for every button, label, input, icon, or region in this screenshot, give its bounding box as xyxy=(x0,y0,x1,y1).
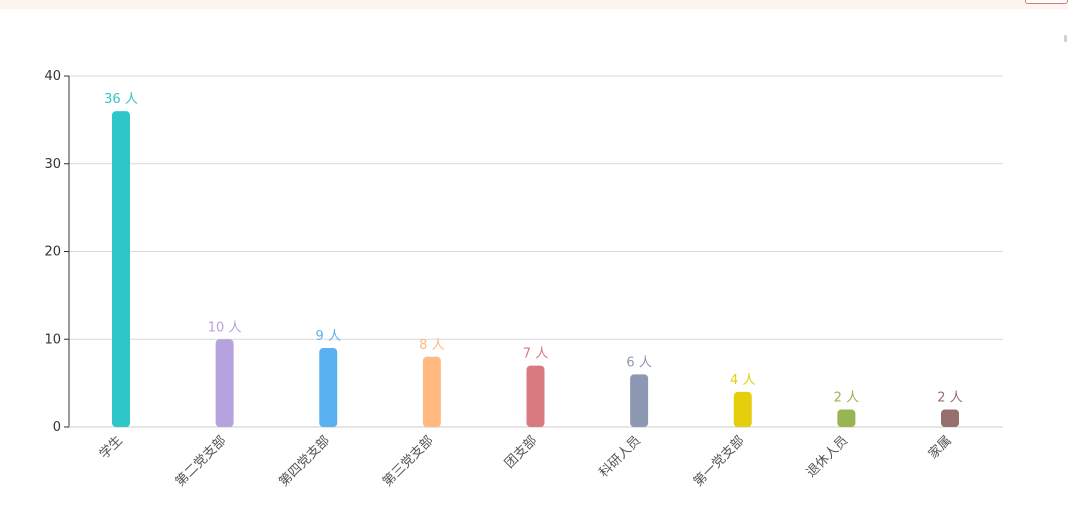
x-axis: 学生 第二党支部 第四党支部 第三党支部 团支部 科研人员 第一党支部 退休人员 家属 xyxy=(69,426,1003,490)
x-tick-label: 第四党支部 xyxy=(276,433,333,490)
bar[interactable] xyxy=(422,356,441,427)
value-labels: 36 人 10 人 9 人 8 人 7 人 6 人 4 人 2 人 2 人 xyxy=(104,92,963,405)
x-tick-label: 退休人员 xyxy=(804,433,851,480)
value-label: 9 人 xyxy=(316,329,341,344)
value-label: 2 人 xyxy=(834,390,859,405)
value-label: 2 人 xyxy=(937,390,962,405)
y-axis: 0 10 20 30 40 xyxy=(44,69,70,435)
value-label: 8 人 xyxy=(419,338,444,353)
x-tick-label: 家属 xyxy=(925,433,955,463)
bars xyxy=(112,111,959,427)
value-label: 10 人 xyxy=(208,320,242,335)
y-tick-label: 40 xyxy=(44,69,61,84)
x-tick-label: 科研人员 xyxy=(597,433,644,480)
bar[interactable] xyxy=(733,391,752,427)
x-tick-label: 学生 xyxy=(96,433,126,463)
x-tick-label: 第三党支部 xyxy=(380,433,437,490)
bar[interactable] xyxy=(526,365,545,427)
value-label: 6 人 xyxy=(626,355,651,370)
x-tick-label: 第二党支部 xyxy=(173,433,230,490)
bar[interactable] xyxy=(941,409,959,427)
y-tick-label: 0 xyxy=(53,420,61,435)
top-strip xyxy=(0,0,1068,9)
x-tick-label: 第一党支部 xyxy=(691,433,748,490)
bar[interactable] xyxy=(630,374,649,427)
x-tick-label: 团支部 xyxy=(502,433,540,471)
bar[interactable] xyxy=(215,339,234,427)
y-tick-label: 10 xyxy=(44,332,61,347)
value-label: 36 人 xyxy=(104,92,138,107)
scroll-edge-mark xyxy=(1064,35,1067,42)
value-label: 7 人 xyxy=(523,347,548,362)
y-tick-label: 30 xyxy=(44,157,61,172)
grid-lines xyxy=(69,75,1003,340)
bar[interactable] xyxy=(112,111,130,427)
y-tick-label: 20 xyxy=(44,245,61,260)
bar[interactable] xyxy=(837,409,856,427)
bar[interactable] xyxy=(319,348,338,427)
value-label: 4 人 xyxy=(730,373,755,388)
